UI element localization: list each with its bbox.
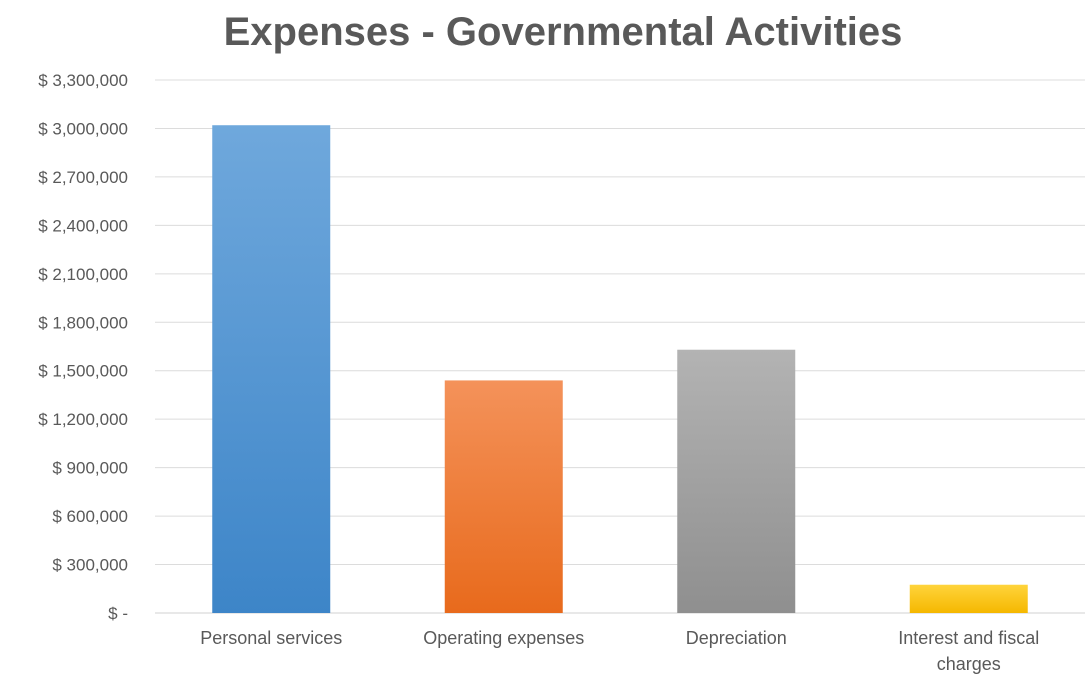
y-tick-label: $ 300,000 (52, 556, 128, 575)
chart-title: Expenses - Governmental Activities (223, 10, 903, 54)
y-tick-label: $ 3,300,000 (38, 71, 128, 90)
y-tick-label: $ 900,000 (52, 459, 128, 478)
x-category-label: Interest and fiscal charges (898, 628, 1039, 674)
y-tick-label: $ 2,100,000 (38, 265, 128, 284)
y-tick-label: $ 2,400,000 (38, 216, 128, 235)
x-axis-labels: Personal services Operating expenses Depre… (200, 628, 1039, 674)
y-tick-label: $ 1,200,000 (38, 410, 128, 429)
x-category-label: Operating expenses (423, 628, 584, 648)
bar-personal-services (212, 125, 331, 613)
bar-depreciation (677, 349, 796, 613)
y-tick-label: $ 2,700,000 (38, 168, 128, 187)
bar-interest-and-fiscal-charges (909, 584, 1028, 613)
y-tick-label: $ 1,500,000 (38, 362, 128, 381)
y-tick-label: $ 600,000 (52, 507, 128, 526)
x-category-label: Personal services (200, 628, 342, 648)
y-tick-label: $ 1,800,000 (38, 313, 128, 332)
bar-operating-expenses (444, 380, 563, 613)
y-tick-label: $ - (108, 604, 128, 623)
bars (212, 125, 1028, 613)
x-category-label: Depreciation (686, 628, 787, 648)
y-axis-ticks: $ - $ 300,000 $ 600,000 $ 900,000 $ 1,200,00… (38, 71, 128, 623)
y-tick-label: $ 3,000,000 (38, 119, 128, 138)
